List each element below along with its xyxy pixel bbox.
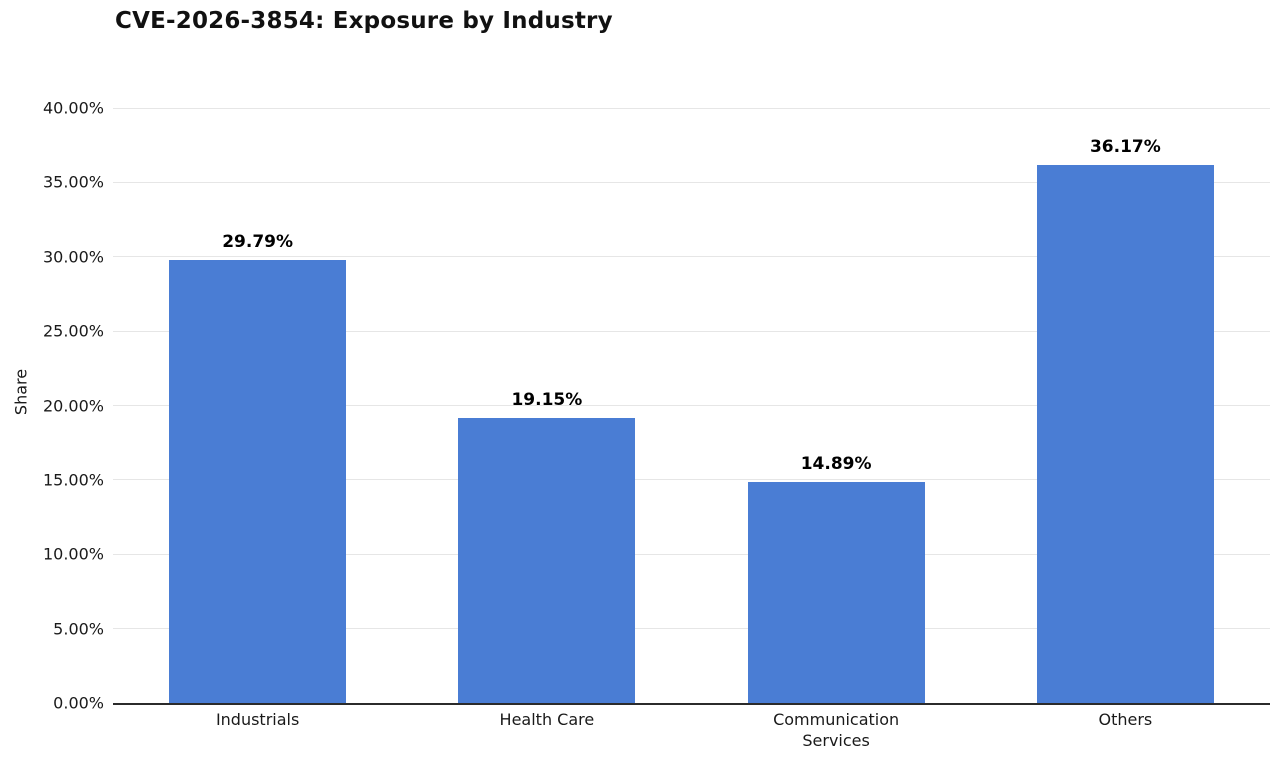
x-tick-label: Industrials	[215, 710, 300, 729]
chart-title: CVE-2026-3854: Exposure by Industry	[115, 8, 613, 34]
gridline	[113, 553, 1270, 555]
gridline	[113, 405, 1270, 406]
bar-value-label: 36.17%	[1089, 136, 1161, 157]
bar-3	[1036, 164, 1214, 703]
plot-area: 29.79% 19.15% 14.89% 36.17%	[113, 107, 1270, 705]
gridline	[113, 181, 1270, 183]
y-tick-label: 20.00%	[42, 396, 104, 415]
bar-2	[747, 481, 925, 703]
gridline	[113, 330, 1270, 332]
x-tick-label: Others	[1098, 710, 1153, 729]
bar-1	[458, 418, 636, 703]
y-tick-label: 5.00%	[53, 619, 104, 639]
x-tick-label: Communication Services	[773, 710, 900, 750]
y-tick-label: 35.00%	[42, 172, 104, 192]
y-tick-label: 40.00%	[42, 98, 104, 118]
gridline	[113, 256, 1270, 258]
y-tick-label: 10.00%	[42, 544, 104, 564]
y-tick-label: 30.00%	[42, 247, 104, 267]
gridline	[113, 107, 1270, 109]
y-tick-label: 15.00%	[42, 470, 104, 490]
bar-value-label: 29.79%	[222, 231, 294, 252]
x-tick-label: Health Care	[499, 710, 595, 729]
bar-value-label: 14.89%	[800, 453, 872, 474]
y-tick-label: 25.00%	[42, 321, 104, 341]
bar-value-label: 19.15%	[511, 390, 583, 411]
gridline	[113, 479, 1270, 481]
bar-0	[169, 259, 347, 703]
gridline	[113, 628, 1270, 630]
y-tick-label: 0.00%	[53, 693, 104, 713]
